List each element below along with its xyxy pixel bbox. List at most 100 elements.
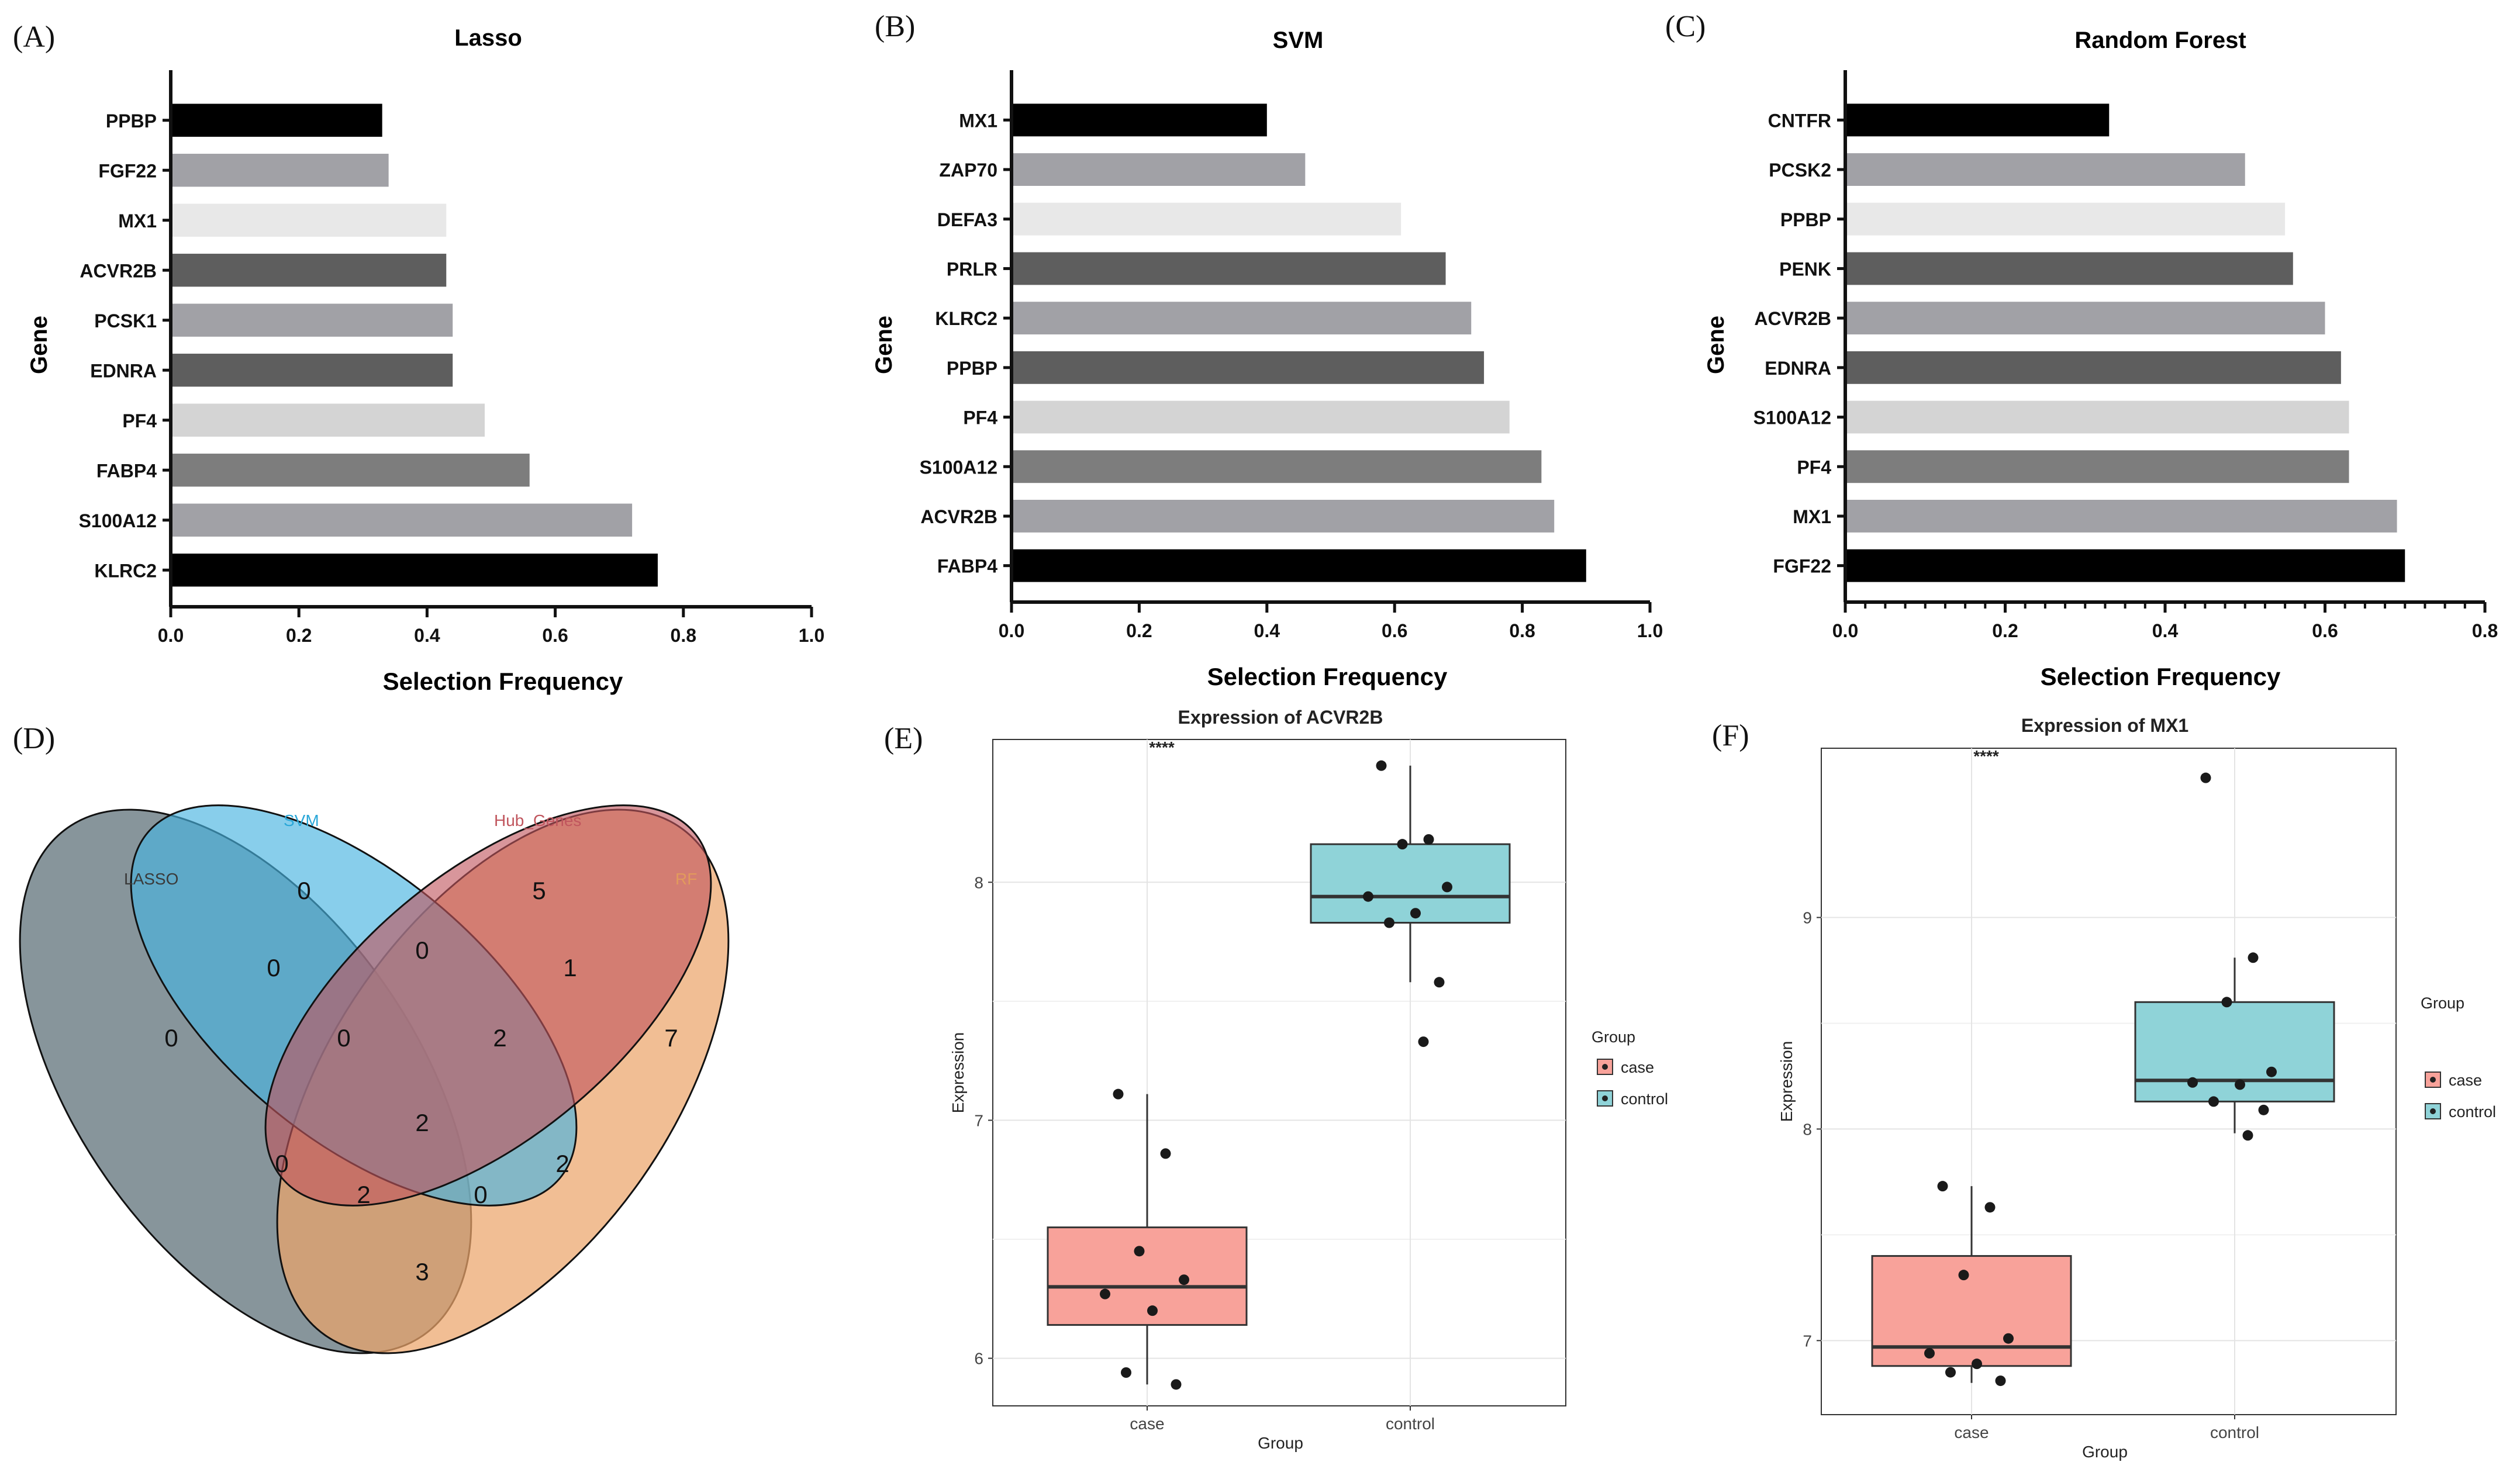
panel-c-bar-cntfr: [1845, 103, 2110, 137]
panel-e-control-data-point: [1397, 839, 1408, 850]
panel-b-x-axis-label: Selection Frequency: [1207, 663, 1448, 690]
panel-e-y-tick-label: 6: [974, 1350, 983, 1368]
panel-e-boxplot: (E) Expression of ACVR2B 6 7 8 case control *…: [884, 707, 1668, 1452]
panel-b-bar-s100a12: [1012, 450, 1542, 483]
panel-a-lasso-bar-chart: (A) Lasso PPBP FGF22 MX1 ACVR2B PCSK1 EDNRA PF…: [13, 20, 824, 695]
panel-b-x-tick-label: 0.6: [1382, 620, 1407, 641]
panel-f-plot-area: 7 8 9 case control ****: [1803, 747, 2397, 1442]
panel-e-control-data-point: [1434, 977, 1445, 988]
panel-c-random-forest-bar-chart: (C) Random Forest CNTFR PCSK2 PPBP PENK ACVR…: [1665, 10, 2498, 690]
panel-a-gene-label-pcsk1: PCSK1: [94, 310, 157, 331]
panel-d-venn-diagram: (D) LASSO SVM Hub_Genes RF 0 0 5 7 0 0 1…: [13, 722, 730, 1354]
panel-f-label: (F): [1712, 719, 1749, 752]
panel-e-control-x-tick-label: control: [1386, 1415, 1435, 1433]
panel-b-bar-fabp4: [1012, 549, 1586, 582]
panel-a-bar-klrc2: [171, 554, 658, 587]
panel-b-label: (B): [875, 10, 915, 43]
panel-a-x-tick-label: 0.6: [542, 625, 568, 646]
venn-count-lasso-hub-rf: 2: [357, 1181, 370, 1208]
venn-set-label-hub-genes: Hub_Genes: [494, 811, 581, 829]
panel-e-case-box: [1047, 1226, 1248, 1326]
panel-e-case-data-point: [1160, 1148, 1171, 1159]
panel-c-bar-mx1: [1845, 499, 2397, 533]
panel-a-gene-label-mx1: MX1: [118, 210, 157, 231]
venn-count-lasso-hub: 0: [275, 1150, 288, 1177]
panel-a-bar-acvr2b: [171, 254, 447, 287]
venn-count-rf-only: 7: [664, 1024, 678, 1052]
panel-b-bar-prlr: [1012, 252, 1446, 285]
venn-count-hub-rf: 1: [563, 954, 577, 981]
panel-b-bar-defa3: [1012, 202, 1401, 236]
venn-count-lasso-svm: 0: [267, 954, 280, 981]
panel-b-axes: 0.0 0.2 0.4 0.6 0.8 1.0: [999, 70, 1663, 641]
panel-a-x-tick-label: 0.8: [671, 625, 696, 646]
panel-e-control-data-point: [1418, 1036, 1429, 1048]
panel-b-x-tick-label: 0.8: [1509, 620, 1535, 641]
panel-e-control-box: [1310, 843, 1511, 924]
panel-a-axes: 0.0 0.2 0.4 0.6 0.8 1.0: [158, 70, 824, 646]
venn-count-svm-rf: 2: [555, 1150, 569, 1177]
panel-f-control-box: [2134, 1001, 2335, 1102]
panel-b-gene-label-klrc2: KLRC2: [935, 308, 997, 329]
panel-a-y-axis-label: Gene: [26, 316, 52, 374]
panel-e-legend-control-label: control: [1621, 1090, 1668, 1108]
panel-f-control-data-point: [2221, 997, 2232, 1008]
panel-f-control-data-point: [2187, 1077, 2198, 1088]
panel-b-title: SVM: [1273, 27, 1324, 53]
panel-a-gene-label-fgf22: FGF22: [98, 160, 157, 181]
panel-b-bar-klrc2: [1012, 302, 1472, 335]
venn-set-label-svm: SVM: [284, 811, 319, 829]
panel-f-legend-control-label: control: [2449, 1103, 2496, 1121]
venn-count-lasso-rf: 3: [415, 1258, 429, 1285]
panel-e-control-data-point: [1384, 917, 1394, 928]
panel-c-bar-fgf22: [1845, 549, 2405, 582]
panel-d-label: (D): [13, 722, 55, 755]
panel-e-legend-control-dot: [1602, 1095, 1608, 1101]
panel-a-bar-s100a12: [171, 503, 633, 537]
venn-set-label-rf: RF: [675, 870, 697, 888]
panel-c-gene-label-ednra: EDNRA: [1765, 358, 1831, 379]
panel-c-bars: CNTFR PCSK2 PPBP PENK ACVR2B EDNRA S100A12 PF4 M…: [1753, 103, 2405, 582]
venn-set-label-lasso: LASSO: [124, 870, 178, 888]
panel-f-y-tick-label: 8: [1803, 1120, 1812, 1138]
panel-a-bar-pcsk1: [171, 303, 453, 337]
panel-b-bars: MX1 ZAP70 DEFA3 PRLR KLRC2 PPBP PF4 S100A12 ACVR…: [920, 103, 1586, 582]
panel-b-bar-mx1: [1012, 103, 1267, 137]
panel-b-x-tick-label: 1.0: [1637, 620, 1663, 641]
panel-c-gene-label-s100a12: S100A12: [1753, 407, 1831, 428]
panel-a-gene-label-pf4: PF4: [122, 410, 157, 431]
panel-b-bar-ppbp: [1012, 351, 1485, 384]
panel-f-case-x-tick-label: case: [1954, 1423, 1989, 1442]
panel-a-gene-label-klrc2: KLRC2: [94, 560, 157, 581]
panel-a-x-tick-label: 0.4: [414, 625, 440, 646]
panel-c-bar-s100a12: [1845, 400, 2349, 434]
panel-b-gene-label-pf4: PF4: [963, 407, 997, 428]
panel-c-gene-label-pcsk2: PCSK2: [1769, 160, 1831, 181]
panel-e-label: (E): [884, 722, 923, 755]
panel-c-bar-acvr2b: [1845, 302, 2325, 335]
panel-f-legend-case-label: case: [2449, 1071, 2482, 1089]
panel-e-title: Expression of ACVR2B: [1178, 707, 1383, 728]
venn-count-svm-hub-rf: 2: [493, 1024, 506, 1052]
panel-f-legend-case-dot: [2430, 1077, 2436, 1083]
panel-f-control-data-point: [2235, 1079, 2245, 1090]
panel-c-bar-ednra: [1845, 351, 2341, 384]
panel-c-gene-label-cntfr: CNTFR: [1768, 110, 1831, 131]
panel-a-x-tick-label: 1.0: [799, 625, 824, 646]
panel-e-control-data-point: [1363, 891, 1373, 902]
panel-b-gene-label-acvr2b: ACVR2B: [920, 506, 997, 527]
panel-c-bar-penk: [1845, 252, 2293, 285]
panel-b-bar-pf4: [1012, 400, 1510, 434]
panel-e-case-data-point: [1134, 1246, 1145, 1257]
panel-c-gene-label-ppbp: PPBP: [1780, 209, 1831, 230]
panel-b-gene-label-s100a12: S100A12: [920, 457, 997, 478]
panel-e-case-data-point: [1147, 1305, 1158, 1316]
panel-c-x-tick-label: 0.6: [2312, 620, 2338, 641]
panel-a-bar-fgf22: [171, 154, 389, 187]
panel-b-gene-label-prlr: PRLR: [947, 258, 997, 279]
panel-f-case-data-point: [1995, 1375, 2006, 1387]
panel-a-gene-label-ednra: EDNRA: [90, 360, 157, 381]
panel-c-label: (C): [1665, 10, 1706, 43]
panel-c-axes: 0.0 0.2 0.4 0.6 0.8: [1832, 70, 2498, 641]
